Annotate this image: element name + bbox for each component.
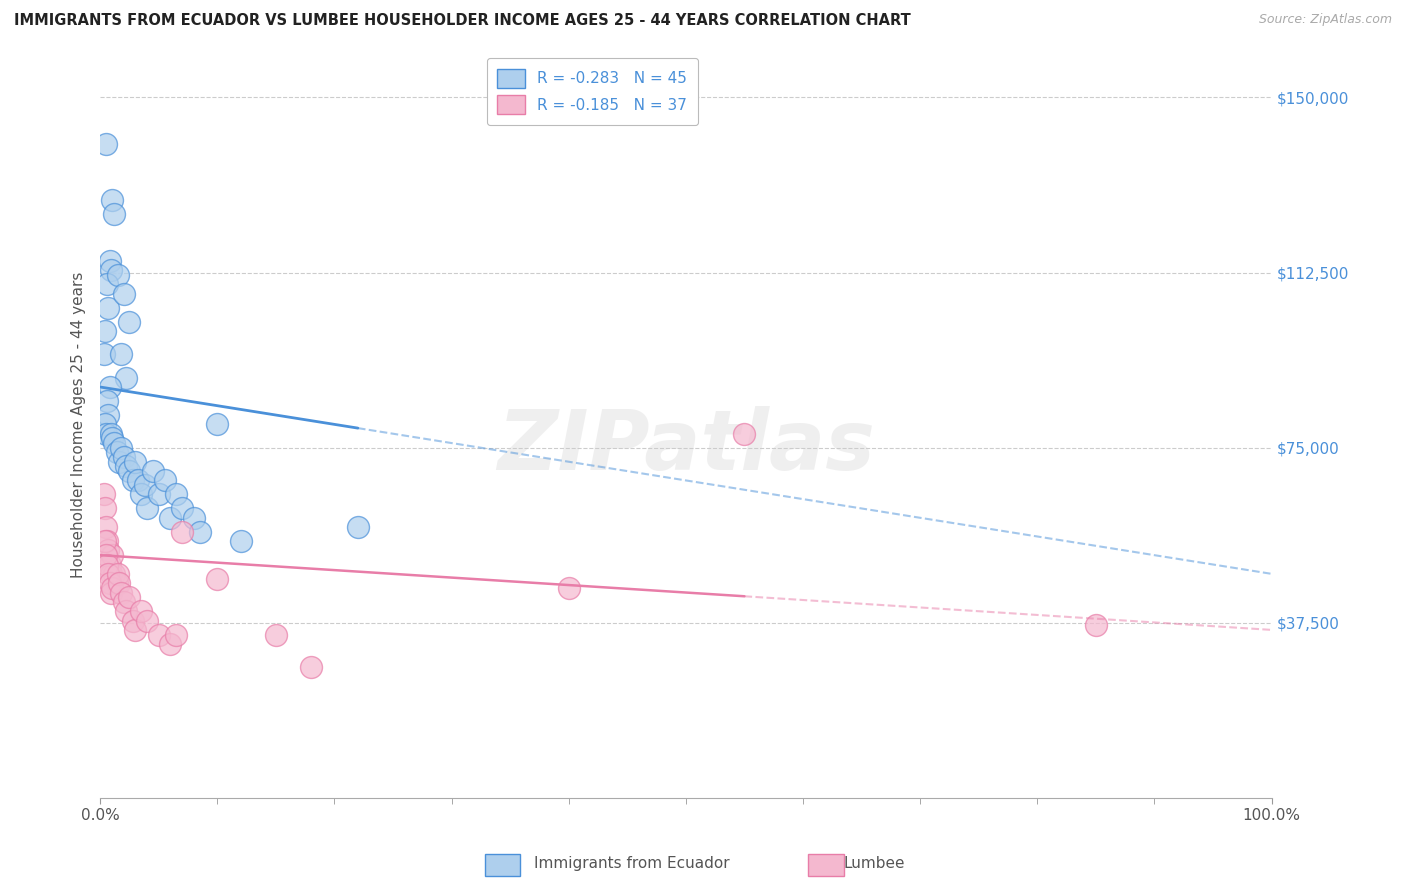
Point — [264, 627, 287, 641]
Point — [97, 566, 120, 581]
Point — [148, 627, 170, 641]
Point — [159, 637, 181, 651]
Point — [134, 478, 156, 492]
Point — [557, 581, 579, 595]
Point — [136, 614, 159, 628]
Point — [110, 585, 132, 599]
Point — [112, 450, 135, 464]
Point — [136, 501, 159, 516]
Point — [100, 566, 122, 581]
Point — [93, 487, 115, 501]
Point — [94, 137, 117, 152]
Point — [110, 347, 132, 361]
Point — [94, 426, 117, 441]
Point — [118, 315, 141, 329]
Point — [142, 464, 165, 478]
Point — [96, 534, 118, 549]
Point — [93, 347, 115, 361]
Point — [115, 459, 138, 474]
Point — [101, 581, 124, 595]
Point — [105, 445, 128, 459]
Point — [127, 474, 149, 488]
Point — [124, 623, 146, 637]
Point — [96, 558, 118, 572]
Point — [100, 263, 122, 277]
Point — [96, 277, 118, 292]
Point — [207, 417, 229, 432]
Point — [229, 534, 252, 549]
Point — [115, 604, 138, 618]
Point — [148, 487, 170, 501]
Point — [733, 426, 755, 441]
Point — [153, 474, 176, 488]
Point — [94, 324, 117, 338]
Point — [94, 501, 117, 516]
Point — [112, 595, 135, 609]
Legend: R = -0.283   N = 45, R = -0.185   N = 37: R = -0.283 N = 45, R = -0.185 N = 37 — [486, 58, 697, 125]
Point — [103, 566, 125, 581]
Point — [165, 487, 187, 501]
Point — [183, 510, 205, 524]
Point — [299, 660, 322, 674]
Point — [108, 576, 131, 591]
Point — [105, 576, 128, 591]
Point — [124, 455, 146, 469]
Point — [98, 253, 121, 268]
Point — [103, 207, 125, 221]
Text: Immigrants from Ecuador: Immigrants from Ecuador — [534, 856, 730, 871]
Point — [96, 394, 118, 409]
Point — [129, 487, 152, 501]
Point — [94, 534, 117, 549]
Point — [1084, 618, 1107, 632]
Point — [172, 524, 194, 539]
Point — [122, 614, 145, 628]
Point — [100, 426, 122, 441]
Point — [97, 301, 120, 315]
Y-axis label: Householder Income Ages 25 - 44 years: Householder Income Ages 25 - 44 years — [72, 271, 86, 577]
Point — [172, 501, 194, 516]
Point — [165, 627, 187, 641]
Point — [347, 520, 370, 534]
Point — [115, 370, 138, 384]
Point — [112, 286, 135, 301]
Text: IMMIGRANTS FROM ECUADOR VS LUMBEE HOUSEHOLDER INCOME AGES 25 - 44 YEARS CORRELAT: IMMIGRANTS FROM ECUADOR VS LUMBEE HOUSEH… — [14, 13, 911, 29]
Text: Lumbee: Lumbee — [844, 856, 905, 871]
Point — [129, 604, 152, 618]
Point — [101, 548, 124, 562]
Point — [97, 543, 120, 558]
Point — [101, 431, 124, 445]
Text: ZIPatlas: ZIPatlas — [496, 406, 875, 487]
Point — [107, 566, 129, 581]
Point — [97, 408, 120, 422]
Point — [188, 524, 211, 539]
Point — [118, 464, 141, 478]
Point — [110, 441, 132, 455]
Point — [108, 455, 131, 469]
Point — [100, 585, 122, 599]
Point — [98, 380, 121, 394]
Text: Source: ZipAtlas.com: Source: ZipAtlas.com — [1258, 13, 1392, 27]
Point — [103, 436, 125, 450]
Point — [207, 572, 229, 586]
Point — [101, 193, 124, 207]
Point — [94, 548, 117, 562]
Point — [107, 268, 129, 282]
Point — [94, 520, 117, 534]
Point — [94, 417, 117, 432]
Point — [98, 558, 121, 572]
Point — [118, 591, 141, 605]
Point — [159, 510, 181, 524]
Point — [98, 576, 121, 591]
Point — [122, 474, 145, 488]
